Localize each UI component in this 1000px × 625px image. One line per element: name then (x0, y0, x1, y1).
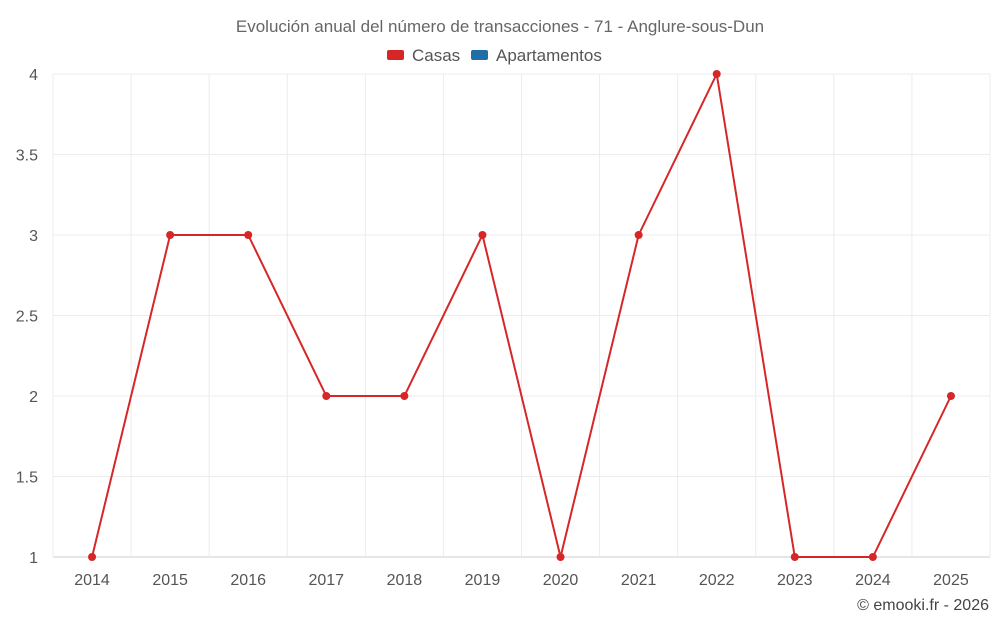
legend-item-casas[interactable]: Casas (387, 46, 460, 65)
y-tick-label: 2 (29, 389, 38, 406)
x-tick-label: 2017 (308, 572, 344, 589)
data-point-casas[interactable] (868, 553, 877, 561)
x-tick-label: 2018 (387, 572, 423, 589)
series-line-casas (91, 73, 952, 558)
legend-swatch-casas (387, 50, 404, 60)
x-tick-label: 2016 (230, 572, 266, 589)
data-point-casas[interactable] (322, 392, 331, 400)
credit-text: © emooki.fr - 2026 (857, 597, 989, 614)
data-point-casas[interactable] (400, 392, 409, 400)
series-casas (88, 70, 955, 561)
data-point-casas[interactable] (790, 553, 799, 561)
y-tick-label: 1.5 (16, 470, 38, 487)
y-tick-label: 1 (29, 550, 38, 567)
y-tick-label: 3.5 (16, 148, 38, 165)
x-tick-label: 2020 (543, 572, 579, 589)
x-tick-label: 2015 (152, 572, 188, 589)
x-axis-ticks: 2014 2015 2016 2017 2018 2019 2020 2021 2022 2023… (74, 572, 969, 589)
data-point-casas[interactable] (634, 231, 643, 239)
y-tick-label: 3 (29, 228, 38, 245)
x-tick-label: 2024 (855, 572, 891, 589)
legend-label-apartamentos: Apartamentos (496, 46, 602, 65)
y-tick-label: 2.5 (16, 309, 38, 326)
x-tick-label: 2025 (933, 572, 969, 589)
x-tick-label: 2019 (465, 572, 501, 589)
gridlines (52, 73, 991, 558)
data-point-casas[interactable] (556, 553, 565, 561)
legend-label-casas: Casas (412, 46, 460, 65)
data-point-casas[interactable] (244, 231, 253, 239)
data-point-casas[interactable] (946, 392, 955, 400)
x-tick-label: 2022 (699, 572, 735, 589)
y-tick-label: 4 (29, 67, 38, 84)
x-tick-label: 2023 (777, 572, 813, 589)
legend-swatch-apartamentos (471, 50, 488, 60)
data-point-casas[interactable] (166, 231, 175, 239)
data-point-casas[interactable] (478, 231, 487, 239)
x-tick-label: 2021 (621, 572, 657, 589)
y-axis-ticks: 1 1.5 2 2.5 3 3.5 4 (16, 67, 38, 567)
legend: Casas Apartamentos (387, 46, 602, 65)
x-tick-label: 2014 (74, 572, 110, 589)
legend-item-apartamentos[interactable]: Apartamentos (471, 46, 602, 65)
data-point-casas[interactable] (712, 70, 721, 78)
chart-title: Evolución anual del número de transaccio… (236, 17, 764, 36)
data-point-casas[interactable] (88, 553, 97, 561)
